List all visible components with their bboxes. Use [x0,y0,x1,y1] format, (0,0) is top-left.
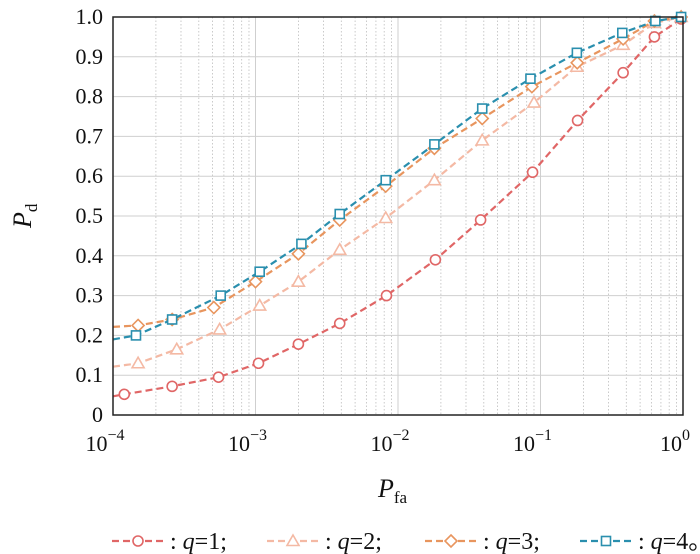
data-point-q4 [166,314,178,325]
legend-label: : q=2; [325,529,382,554]
y-tick-label: 0.4 [76,243,104,268]
x-tick-label: 10−2 [370,427,409,456]
legend-marker [443,533,459,549]
x-tick-label: 10−4 [85,427,124,456]
data-point-q1 [333,317,346,330]
data-point-q4 [130,330,142,341]
data-point-q3 [291,246,306,261]
series-layer [112,9,689,401]
data-point-q2 [332,242,348,256]
data-point-q1 [292,338,305,350]
data-point-q1 [617,66,629,79]
data-point-q3 [248,274,263,289]
data-point-q2 [130,355,146,369]
data-point-q2 [169,341,185,355]
legend-label: : q=4。 [638,529,700,554]
y-tick-label: 0.1 [76,362,104,387]
y-tick-label: 0.6 [76,163,104,188]
series-line-q4 [112,15,683,341]
y-axis-label: Pd [8,203,41,229]
data-point-q4 [571,47,583,59]
data-point-q2 [252,297,268,311]
data-point-q4 [476,103,488,114]
data-point-q1 [526,166,539,179]
data-point-q1 [380,289,393,302]
data-point-q2 [378,210,394,224]
axis-labels: Pfa Pd [8,203,408,507]
series-line-q2 [112,15,683,368]
data-point-q1 [429,253,442,266]
data-point-q1 [474,214,487,226]
data-point-q1 [166,380,178,393]
data-point-q1 [252,357,265,370]
x-tick-label: 10−3 [228,427,267,456]
y-tick-label: 0.5 [76,203,104,228]
data-point-q4 [616,27,628,39]
y-tick-label: 0.9 [76,44,104,69]
data-point-q4 [650,15,661,27]
data-point-q4 [429,139,440,150]
data-point-q3 [130,318,146,333]
tick-labels: 0 0.1 0.2 0.3 0.4 0.5 0.6 0.7 0.8 0.9 1.0 10−4 10−3 1… [76,4,691,456]
data-point-q4 [380,174,392,186]
y-tick-label: 0.8 [76,84,104,109]
data-point-q4 [334,208,346,220]
data-point-q3 [475,111,490,126]
grid-lines [112,16,684,416]
y-tick-label: 0.3 [76,283,104,308]
data-point-q1 [571,114,584,127]
data-point-q4 [296,238,307,250]
legend-label: : q=1; [170,529,227,554]
legend-label: : q=3; [483,529,540,554]
data-point-q4 [254,266,265,278]
data-point-q1 [648,31,661,43]
data-point-q3 [206,300,221,315]
series-q1 [112,13,687,401]
legend-marker [132,535,144,547]
data-point-q4 [525,73,536,84]
data-point-q2 [212,321,227,335]
series-line-q3 [112,15,683,328]
data-point-q2 [426,172,442,186]
legend-marker [600,535,612,547]
y-tick-label: 1.0 [76,4,104,29]
y-tick-label: 0.2 [76,322,104,347]
x-axis-label: Pfa [377,474,408,507]
data-point-q1 [212,371,225,383]
y-tick-label: 0.7 [76,123,104,148]
data-point-q3 [570,55,585,70]
data-point-q2 [291,274,306,287]
legend: : q=1; : q=2; : q=3; : q=4。 [112,529,700,554]
data-point-q2 [474,132,490,146]
y-tick-label: 0 [92,402,103,427]
legend-item-q2: : q=2; [267,529,382,554]
data-point-q1 [118,388,131,401]
legend-marker [285,533,301,547]
x-tick-label: 100 [660,427,690,456]
data-point-q2 [526,94,542,108]
x-tick-label: 10−1 [513,427,552,456]
legend-item-q3: : q=3; [425,529,540,554]
data-point-q4 [215,290,227,301]
legend-item-q1: : q=1; [112,529,227,554]
legend-item-q4: : q=4。 [580,529,700,554]
plot-frame [112,16,684,416]
series-line-q1 [112,16,684,398]
